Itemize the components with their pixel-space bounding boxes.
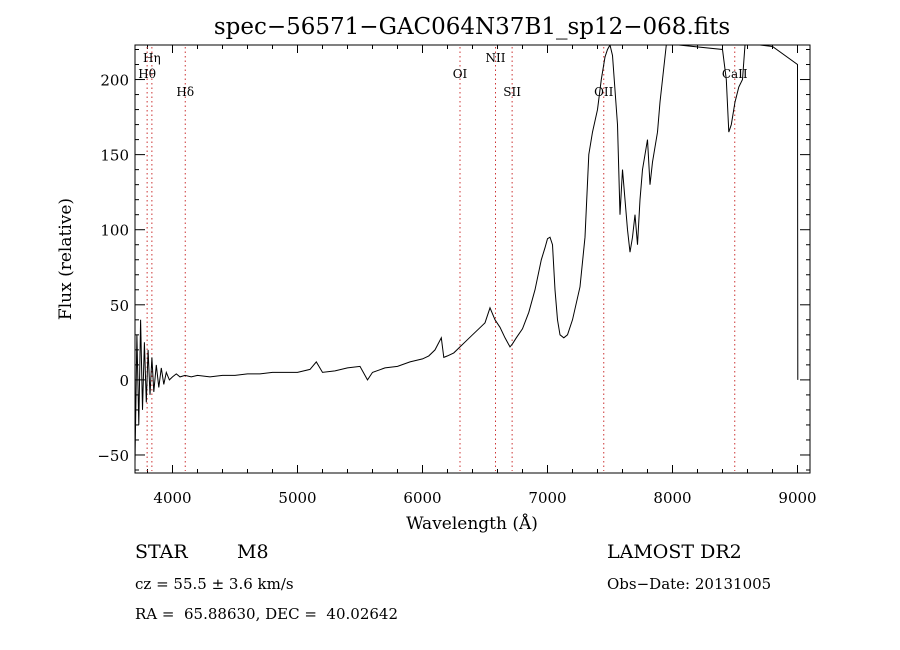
x-tick-label: 5000: [278, 489, 316, 507]
chart-title: spec−56571−GAC064N37B1_sp12−068.fits: [214, 14, 730, 40]
subclass-label: M8: [237, 541, 269, 563]
emission-line-label: OII: [594, 85, 614, 99]
emission-line-label: NII: [486, 51, 506, 65]
x-axis-label: Wavelength (Å): [406, 513, 538, 534]
redshift-label: cz = 55.5 ± 3.6 km/s: [135, 575, 294, 593]
y-tick-label: 50: [110, 297, 129, 315]
emission-line-label: SII: [503, 85, 521, 99]
y-tick-label: 150: [100, 147, 129, 165]
survey-label: LAMOST DR2: [607, 541, 742, 563]
y-axis-label: Flux (relative): [56, 198, 76, 320]
x-tick-label: 4000: [153, 489, 191, 507]
emission-line-label: CaII: [722, 67, 748, 81]
emission-line-label: Hθ: [138, 67, 156, 81]
x-tick-label: 7000: [528, 489, 566, 507]
coords-label: RA = 65.88630, DEC = 40.02642: [135, 605, 399, 623]
axis-ticks: 4000 5000 6000 7000 8000 9000 −50 0 50 100 150 200: [97, 45, 817, 507]
x-tick-label: 6000: [403, 489, 441, 507]
emission-line-label: Hη: [143, 51, 161, 65]
y-tick-label: −50: [97, 447, 129, 465]
x-tick-label: 8000: [653, 489, 691, 507]
y-tick-label: 200: [100, 72, 129, 90]
obs-date-label: Obs−Date: 20131005: [607, 575, 772, 593]
spectrum-line: [135, 45, 799, 463]
y-tick-label: 100: [100, 222, 129, 240]
class-label: STAR: [135, 541, 188, 563]
plot-frame: [134, 44, 811, 474]
spectrum-series: [135, 45, 799, 463]
emission-line-label: Hδ: [176, 85, 194, 99]
emission-line-label: OI: [453, 67, 468, 81]
x-tick-label: 9000: [778, 489, 816, 507]
y-tick-label: 0: [119, 372, 129, 390]
emission-lines: Hη Hθ Hδ OI NII SII OII CaII: [138, 47, 748, 471]
